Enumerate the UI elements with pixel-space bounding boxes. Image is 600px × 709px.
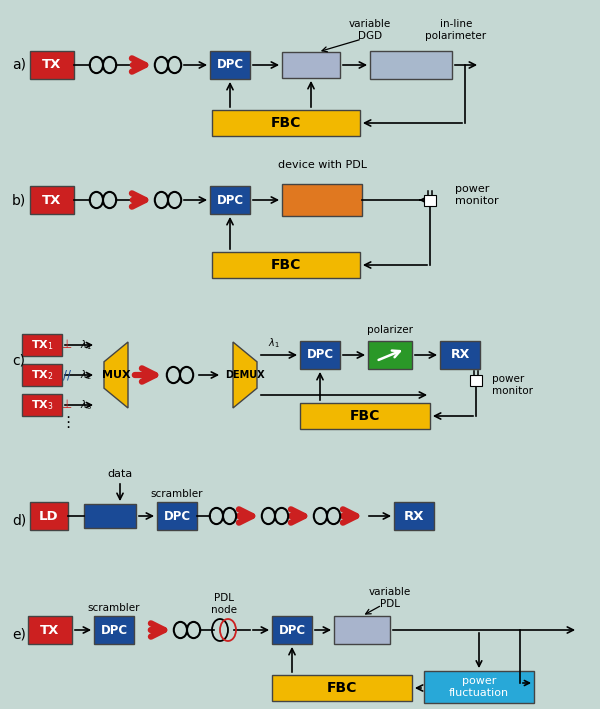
Text: power
fluctuation: power fluctuation — [449, 676, 509, 698]
Bar — [30, 502, 68, 530]
Text: $\lambda_2$: $\lambda_2$ — [80, 368, 92, 382]
Bar — [370, 51, 452, 79]
Bar — [28, 616, 72, 644]
Bar — [300, 403, 430, 429]
Text: FBC: FBC — [327, 681, 357, 695]
Bar — [30, 186, 74, 214]
Bar — [84, 504, 136, 528]
Text: DEMUX: DEMUX — [225, 370, 265, 380]
Text: variable
PDL: variable PDL — [369, 587, 411, 609]
Text: DPC: DPC — [100, 623, 128, 637]
Bar — [282, 184, 362, 216]
Bar — [272, 675, 412, 701]
Text: TX: TX — [43, 59, 62, 72]
Bar — [282, 52, 340, 78]
Bar — [210, 51, 250, 79]
Text: LD: LD — [39, 510, 59, 523]
Text: $\lambda_1$: $\lambda_1$ — [268, 336, 280, 350]
Text: FBC: FBC — [271, 116, 301, 130]
Bar — [212, 110, 360, 136]
Text: power
monitor: power monitor — [492, 374, 533, 396]
Bar — [210, 186, 250, 214]
Text: device with PDL: device with PDL — [277, 160, 367, 170]
Bar — [272, 616, 312, 644]
Bar — [30, 51, 74, 79]
Text: ⊥: ⊥ — [62, 338, 72, 352]
Bar — [22, 394, 62, 416]
Bar — [424, 195, 436, 206]
Text: RX: RX — [404, 510, 424, 523]
Text: FBC: FBC — [271, 258, 301, 272]
Bar — [470, 375, 482, 386]
Text: variable
DGD: variable DGD — [349, 19, 391, 41]
Bar — [368, 341, 412, 369]
Text: FBC: FBC — [350, 409, 380, 423]
Text: DPC: DPC — [278, 623, 305, 637]
Bar — [22, 334, 62, 356]
Bar — [424, 671, 534, 703]
Text: RX: RX — [451, 349, 470, 362]
Bar — [212, 252, 360, 278]
Polygon shape — [104, 342, 128, 408]
Bar — [22, 364, 62, 386]
Text: power
monitor: power monitor — [455, 184, 499, 206]
Text: c): c) — [12, 353, 25, 367]
Text: data: data — [107, 469, 133, 479]
Text: TX$_1$: TX$_1$ — [31, 338, 53, 352]
Text: DPC: DPC — [163, 510, 191, 523]
Text: in-line
polarimeter: in-line polarimeter — [425, 19, 487, 41]
Polygon shape — [233, 342, 257, 408]
Text: d): d) — [12, 514, 26, 528]
Bar — [440, 341, 480, 369]
Text: ⊥: ⊥ — [62, 398, 72, 411]
Text: scrambler: scrambler — [88, 603, 140, 613]
Text: TX$_3$: TX$_3$ — [31, 398, 53, 412]
Bar — [157, 502, 197, 530]
Text: TX$_2$: TX$_2$ — [31, 368, 53, 382]
Text: e): e) — [12, 628, 26, 642]
Bar — [334, 616, 390, 644]
Text: ⋮: ⋮ — [61, 415, 76, 430]
Text: polarizer: polarizer — [367, 325, 413, 335]
Text: $\lambda_1$: $\lambda_1$ — [80, 338, 92, 352]
Text: DPC: DPC — [307, 349, 334, 362]
Bar — [300, 341, 340, 369]
Text: DPC: DPC — [217, 194, 244, 206]
Bar — [394, 502, 434, 530]
Text: TX: TX — [43, 194, 62, 206]
Text: PDL
node: PDL node — [211, 593, 237, 615]
Text: DPC: DPC — [217, 59, 244, 72]
Text: b): b) — [12, 193, 26, 207]
Text: TX: TX — [40, 623, 59, 637]
Text: $\lambda_3$: $\lambda_3$ — [80, 398, 92, 412]
Text: MUX: MUX — [101, 370, 130, 380]
Bar — [94, 616, 134, 644]
Text: scrambler: scrambler — [151, 489, 203, 499]
Text: //: // — [63, 369, 71, 381]
Text: a): a) — [12, 58, 26, 72]
